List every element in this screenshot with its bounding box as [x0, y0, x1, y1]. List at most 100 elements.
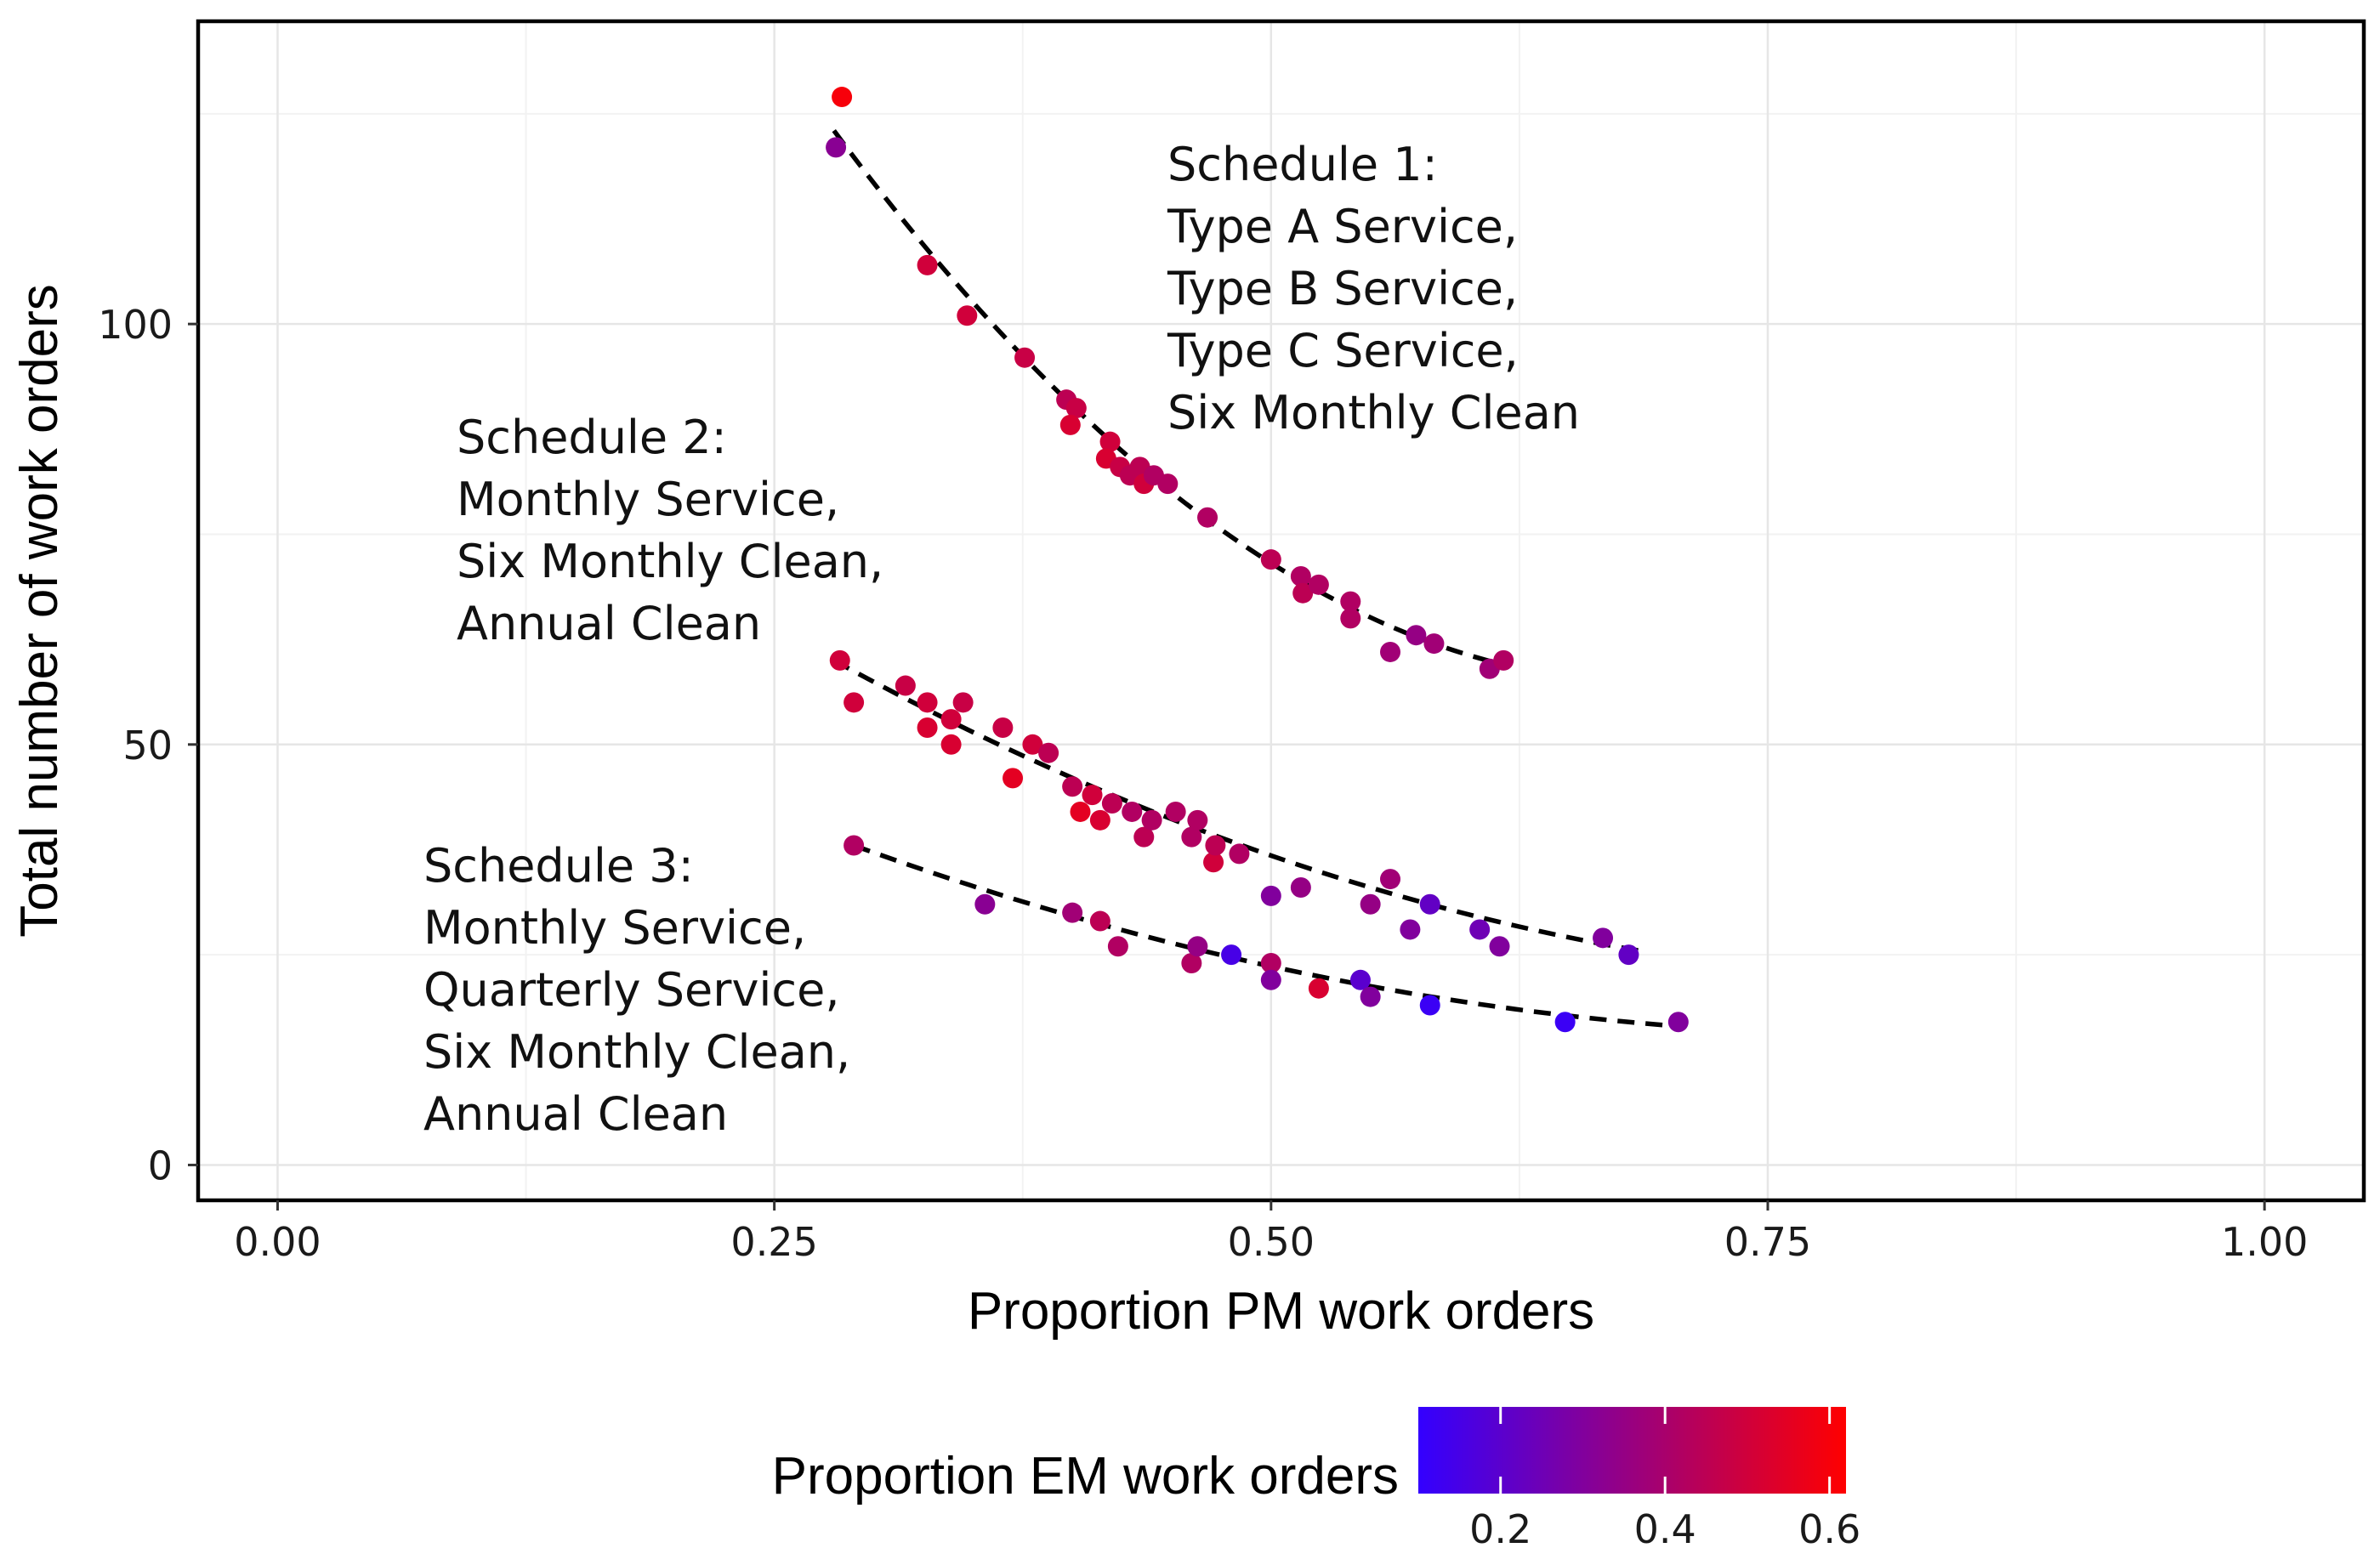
- colorbar-tick-label: 0.4: [1634, 1506, 1696, 1552]
- data-point: [1014, 347, 1036, 368]
- y-axis-ticks: 0 50 100: [98, 302, 198, 1188]
- color-legend: Proportion EM work orders 0.2 0.4 0.6: [772, 1407, 1860, 1552]
- data-point: [1099, 431, 1121, 452]
- data-point: [1038, 742, 1059, 763]
- data-point: [1360, 986, 1381, 1007]
- data-point: [1667, 1012, 1689, 1033]
- data-point: [1260, 969, 1281, 990]
- data-point: [1260, 885, 1281, 906]
- annotation-line: Six Monthly Clean: [1167, 386, 1580, 439]
- data-point: [1554, 1012, 1576, 1033]
- data-point: [1221, 944, 1242, 966]
- y-axis-title: Total number of work orders: [10, 284, 69, 937]
- annotation-line: Schedule 3:: [423, 839, 694, 893]
- x-axis-ticks: 0.00 0.25 0.50 0.75 1.00: [234, 1200, 2308, 1265]
- annotation-text: Schedule 1: Type A Service, Type B Service…: [1167, 138, 1580, 439]
- annotation-line: Type A Service,: [1167, 200, 1518, 253]
- colorbar: [1418, 1407, 1846, 1494]
- data-point: [1308, 574, 1329, 595]
- colorbar-ticks: 0.2 0.4 0.6: [1469, 1407, 1860, 1552]
- data-point: [1062, 776, 1083, 797]
- minor-gridlines: [198, 21, 2364, 1200]
- data-point: [1089, 910, 1110, 932]
- data-point: [1082, 785, 1103, 806]
- data-point: [992, 717, 1014, 739]
- data-point: [1419, 893, 1440, 915]
- annotation-line: Annual Clean: [457, 597, 761, 650]
- data-point: [1101, 793, 1122, 814]
- data-point: [1419, 995, 1440, 1016]
- data-point: [1205, 835, 1226, 856]
- trend-line: [832, 658, 1639, 953]
- legend-title: Proportion EM work orders: [772, 1447, 1399, 1505]
- data-point: [1292, 582, 1314, 604]
- data-point: [1181, 953, 1202, 974]
- annotation-line: Schedule 2:: [457, 411, 727, 464]
- annotation-line: Monthly Service,: [457, 473, 839, 526]
- data-points: [826, 87, 1689, 1033]
- annotation-line: Quarterly Service,: [423, 963, 839, 1017]
- data-point: [917, 717, 938, 739]
- data-point: [1187, 809, 1208, 831]
- x-axis-title: Proportion PM work orders: [968, 1282, 1594, 1341]
- data-point: [1089, 809, 1110, 831]
- data-point: [832, 87, 853, 108]
- data-point: [1618, 944, 1639, 966]
- y-tick-label: 50: [122, 723, 173, 768]
- data-point: [1062, 902, 1083, 923]
- annotation-line: Six Monthly Clean,: [457, 535, 883, 588]
- data-point: [1489, 936, 1510, 957]
- x-tick-label: 0.00: [234, 1219, 321, 1265]
- data-point: [1593, 927, 1614, 949]
- data-point: [1290, 565, 1311, 587]
- data-point: [974, 893, 996, 915]
- data-point: [1308, 978, 1329, 999]
- data-point: [1400, 919, 1421, 940]
- data-point: [1469, 919, 1491, 940]
- data-point: [844, 692, 865, 713]
- colorbar-tick-label: 0.6: [1798, 1506, 1860, 1552]
- annotation-line: Type C Service,: [1167, 324, 1519, 377]
- data-point: [1141, 809, 1162, 831]
- data-point: [1406, 625, 1427, 646]
- data-point: [1349, 969, 1371, 990]
- data-point: [1360, 893, 1381, 915]
- data-point: [1203, 852, 1224, 873]
- data-point: [1165, 801, 1186, 822]
- x-tick-label: 1.00: [2221, 1219, 2308, 1265]
- data-point: [957, 305, 978, 326]
- y-tick-label: 0: [148, 1143, 173, 1188]
- data-point: [844, 835, 865, 856]
- data-point: [1340, 591, 1361, 612]
- annotation-text: Schedule 3: Monthly Service, Quarterly Ser…: [423, 839, 850, 1141]
- data-point: [1122, 801, 1143, 822]
- data-point: [1181, 826, 1202, 848]
- data-point: [1340, 608, 1361, 629]
- annotation-line: Six Monthly Clean,: [423, 1025, 850, 1079]
- data-point: [1022, 734, 1043, 755]
- annotation-text: Schedule 2: Monthly Service, Six Monthly C…: [457, 411, 883, 650]
- data-point: [917, 254, 938, 275]
- x-tick-label: 0.75: [1724, 1219, 1811, 1265]
- major-gridlines: [198, 21, 2364, 1200]
- data-point: [1493, 649, 1514, 671]
- data-point: [1229, 843, 1250, 865]
- data-point: [1157, 473, 1179, 495]
- data-point: [940, 709, 962, 730]
- data-point: [1187, 936, 1208, 957]
- data-point: [1003, 768, 1024, 789]
- data-point: [1380, 641, 1401, 662]
- data-point: [1380, 869, 1401, 890]
- data-point: [829, 649, 850, 671]
- data-point: [1260, 953, 1281, 974]
- x-tick-label: 0.50: [1228, 1219, 1315, 1265]
- annotation-line: Schedule 1:: [1167, 138, 1438, 191]
- data-point: [1059, 414, 1081, 435]
- data-point: [952, 692, 974, 713]
- data-point: [917, 692, 938, 713]
- annotation-line: Type B Service,: [1167, 262, 1518, 315]
- x-tick-label: 0.25: [730, 1219, 817, 1265]
- colorbar-tick-label: 0.2: [1469, 1506, 1531, 1552]
